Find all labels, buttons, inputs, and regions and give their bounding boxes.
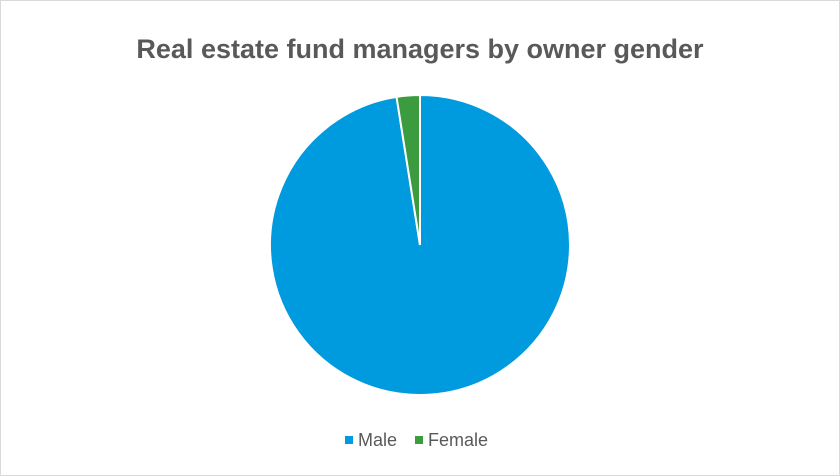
legend-label: Male <box>358 430 397 450</box>
legend-swatch <box>415 436 423 444</box>
chart-title: Real estate fund managers by owner gende… <box>136 34 704 64</box>
pie-slice <box>395 93 421 246</box>
legend: Male Female <box>345 430 488 450</box>
plot-area <box>269 93 571 396</box>
legend-swatch <box>345 436 353 444</box>
legend-label: Female <box>428 430 488 450</box>
